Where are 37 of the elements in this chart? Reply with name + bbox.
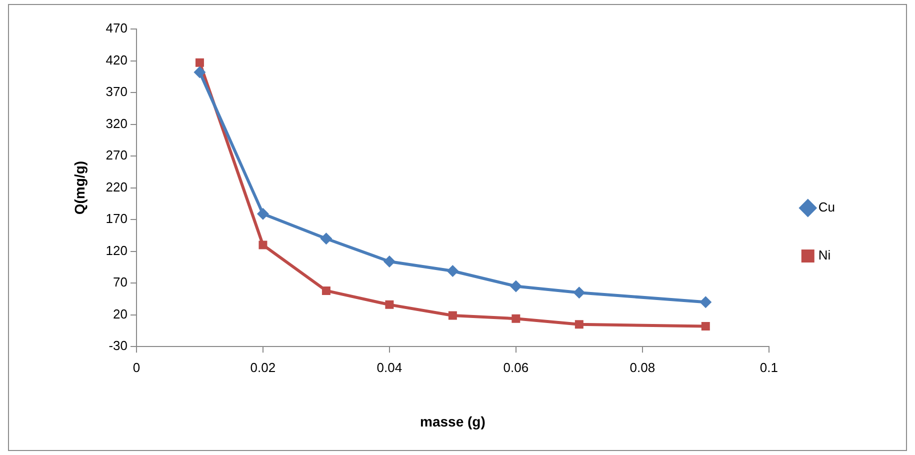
y-axis-title: Q(mg/g) <box>71 160 88 215</box>
point <box>256 208 269 220</box>
point <box>383 255 396 268</box>
point <box>574 320 584 329</box>
point <box>700 296 712 308</box>
y-tick-label: 120 <box>106 242 128 258</box>
point <box>194 66 206 78</box>
point <box>573 286 586 299</box>
y-tick-label: 220 <box>106 179 128 194</box>
x-axis-title: masse (g) <box>420 413 486 430</box>
y-tick-label: 170 <box>106 211 128 226</box>
point <box>512 314 520 323</box>
x-tick-label: 0.04 <box>376 360 402 375</box>
point <box>258 240 268 250</box>
point <box>448 311 457 320</box>
y-tick-label: 420 <box>106 52 128 68</box>
point <box>320 232 332 245</box>
point <box>510 280 522 292</box>
point <box>195 58 204 67</box>
x-tick-label: 0.02 <box>250 360 276 375</box>
legend-label: Cu <box>818 200 836 215</box>
point <box>385 300 394 309</box>
x-tick-label: 0 <box>132 360 140 375</box>
point <box>322 286 330 295</box>
x-tick-label: 0.1 <box>760 360 778 375</box>
y-tick-label: 70 <box>113 274 128 290</box>
x-tick-label: 0.06 <box>503 360 529 375</box>
y-tick-label: 270 <box>106 148 128 163</box>
y-tick-label: 470 <box>106 20 128 36</box>
x-tick-label: 0.08 <box>630 360 656 375</box>
y-tick-label: 320 <box>106 116 128 131</box>
y-tick-label: -30 <box>108 338 128 354</box>
y-tick-label: 20 <box>113 306 128 322</box>
point <box>701 322 710 331</box>
y-tick-label: 370 <box>106 84 128 100</box>
point <box>446 265 459 278</box>
legend-label: Ni <box>818 248 831 263</box>
